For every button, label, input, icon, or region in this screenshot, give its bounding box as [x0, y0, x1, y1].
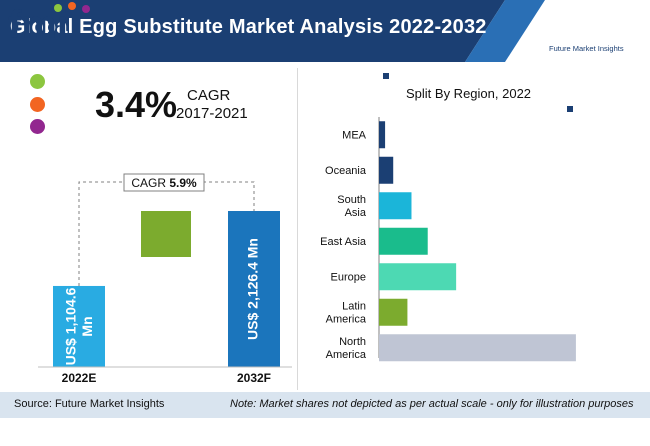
- page-title: Global Egg Substitute Market Analysis 20…: [10, 16, 487, 38]
- cagr-badge: [123, 173, 205, 192]
- note-text: Note: Market shares not depicted as per …: [230, 398, 634, 410]
- region-bar: [379, 156, 394, 184]
- decor-square: [567, 106, 573, 112]
- orange-dot: [30, 97, 45, 112]
- region-bar: [379, 121, 386, 149]
- region-bar: [379, 227, 428, 255]
- cagr-forecast-label: CAGR 5.9%: [131, 176, 197, 190]
- historic-cagr-period: 2017-2021: [176, 105, 248, 122]
- green-dot: [30, 74, 45, 89]
- logo-subtitle: Future Market Insights: [549, 44, 624, 53]
- historic-cagr-label: CAGR: [187, 87, 231, 104]
- footer-bar: [0, 392, 650, 418]
- market-bar-label: US$ 1,104.6Mn: [62, 287, 95, 365]
- region-bar: [379, 334, 576, 362]
- market-bar-2032f: [228, 211, 280, 367]
- divider-line: [297, 68, 298, 390]
- market-year-label: 2022E: [62, 371, 97, 385]
- market-year-label: 2032F: [237, 371, 271, 385]
- fmi-logo: fmi: [8, 2, 90, 47]
- purple-dot: [30, 119, 45, 134]
- market-size-chart: US$ 1,104.6Mn 2022E US$ 2,126.4 Mn 2032F CAG…: [38, 173, 292, 385]
- region-bar: [379, 298, 408, 326]
- region-bar: [379, 263, 457, 291]
- historic-cagr-value: 3.4%: [95, 84, 178, 125]
- growth-box: [141, 211, 191, 257]
- region-label: Oceania: [325, 165, 367, 177]
- decor-square: [383, 73, 389, 79]
- region-label: MEA: [342, 130, 367, 142]
- region-label: Latin America: [326, 301, 367, 326]
- source-text: Source: Future Market Insights: [14, 398, 165, 410]
- region-chart-title: Split By Region, 2022: [406, 86, 532, 101]
- region-label: Europe: [331, 272, 366, 284]
- header-background: [0, 0, 545, 62]
- region-label: North America: [326, 336, 367, 361]
- market-bar-2022e: [53, 285, 105, 367]
- region-split-chart: MEA Oceania South Asia East Asia Europe Latin A…: [320, 117, 576, 362]
- region-label: South Asia: [337, 194, 367, 219]
- market-bar-label: US$ 2,126.4 Mn: [245, 238, 261, 340]
- region-bar: [379, 192, 412, 220]
- header-banner: Global Egg Substitute Market Analysis 20…: [0, 0, 650, 62]
- region-label: East Asia: [320, 236, 367, 248]
